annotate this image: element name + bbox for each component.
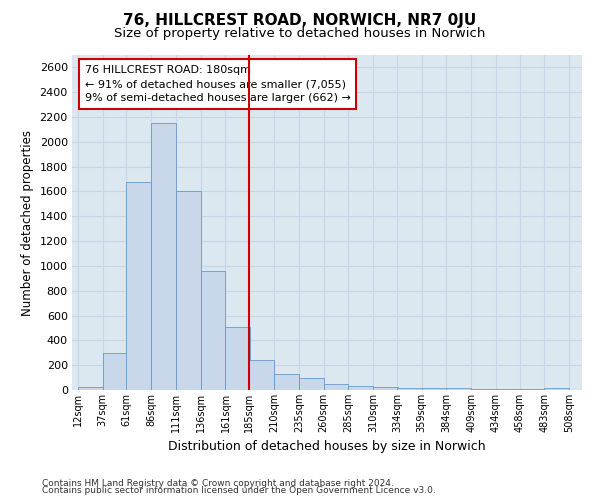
Text: Contains public sector information licensed under the Open Government Licence v3: Contains public sector information licen…	[42, 486, 436, 495]
Bar	[446, 388, 471, 390]
Bar	[103, 353, 127, 390]
Bar	[249, 360, 274, 390]
Bar	[226, 328, 250, 390]
Bar	[151, 123, 176, 390]
Bar	[127, 182, 151, 390]
Bar	[78, 387, 103, 390]
Text: Size of property relative to detached houses in Norwich: Size of property relative to detached ho…	[115, 28, 485, 40]
Text: 76 HILLCREST ROAD: 180sqm
← 91% of detached houses are smaller (7,055)
9% of sem: 76 HILLCREST ROAD: 180sqm ← 91% of detac…	[85, 65, 350, 103]
Bar	[422, 388, 446, 390]
Bar	[176, 192, 201, 390]
Bar	[323, 384, 348, 390]
X-axis label: Distribution of detached houses by size in Norwich: Distribution of detached houses by size …	[168, 440, 486, 454]
Y-axis label: Number of detached properties: Number of detached properties	[21, 130, 34, 316]
Bar	[201, 271, 226, 390]
Bar	[274, 374, 299, 390]
Bar	[544, 388, 569, 390]
Text: Contains HM Land Registry data © Crown copyright and database right 2024.: Contains HM Land Registry data © Crown c…	[42, 478, 394, 488]
Bar	[348, 386, 373, 390]
Bar	[373, 387, 398, 390]
Text: 76, HILLCREST ROAD, NORWICH, NR7 0JU: 76, HILLCREST ROAD, NORWICH, NR7 0JU	[124, 12, 476, 28]
Bar	[299, 378, 323, 390]
Bar	[397, 388, 422, 390]
